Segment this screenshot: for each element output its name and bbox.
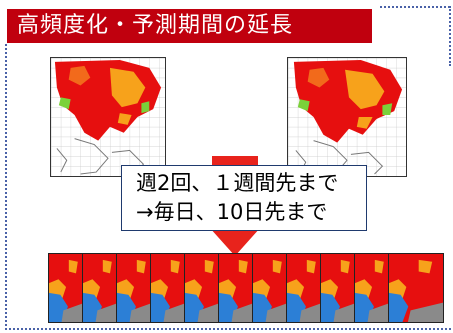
- weekly-forecast-map-left: [50, 57, 166, 177]
- daily-forecast-thumbnail: [320, 253, 358, 323]
- daily-forecast-thumbnail: [150, 253, 188, 323]
- daily-forecast-thumbnail: [218, 253, 256, 323]
- daily-forecast-thumbnail: [354, 253, 392, 323]
- map-graphic: [51, 58, 165, 176]
- dotted-frame-bottom: [5, 328, 451, 330]
- callout-line-after: →毎日、10日先まで: [136, 200, 328, 224]
- daily-forecast-thumbnail: [252, 253, 290, 323]
- page-title: 高頻度化・予測期間の延長: [7, 9, 372, 43]
- map-graphic: [288, 58, 406, 176]
- daily-forecast-thumbnail: [48, 253, 86, 323]
- daily-forecast-thumbnail: [286, 253, 324, 323]
- dotted-frame-top: [380, 6, 450, 8]
- daily-forecast-thumbnail: [184, 253, 222, 323]
- weekly-forecast-map-right: [287, 57, 407, 177]
- dotted-frame-left: [5, 44, 7, 330]
- callout-line-before: 週2回、１週間先まで: [136, 171, 339, 195]
- daily-forecast-thumbnail: [82, 253, 120, 323]
- dotted-frame-right: [449, 6, 451, 66]
- schedule-change-callout: 週2回、１週間先まで →毎日、10日先まで: [121, 165, 367, 231]
- daily-forecast-thumbnail: [116, 253, 154, 323]
- daily-forecast-thumbnail: [388, 253, 444, 323]
- daily-forecast-strip: [48, 253, 444, 327]
